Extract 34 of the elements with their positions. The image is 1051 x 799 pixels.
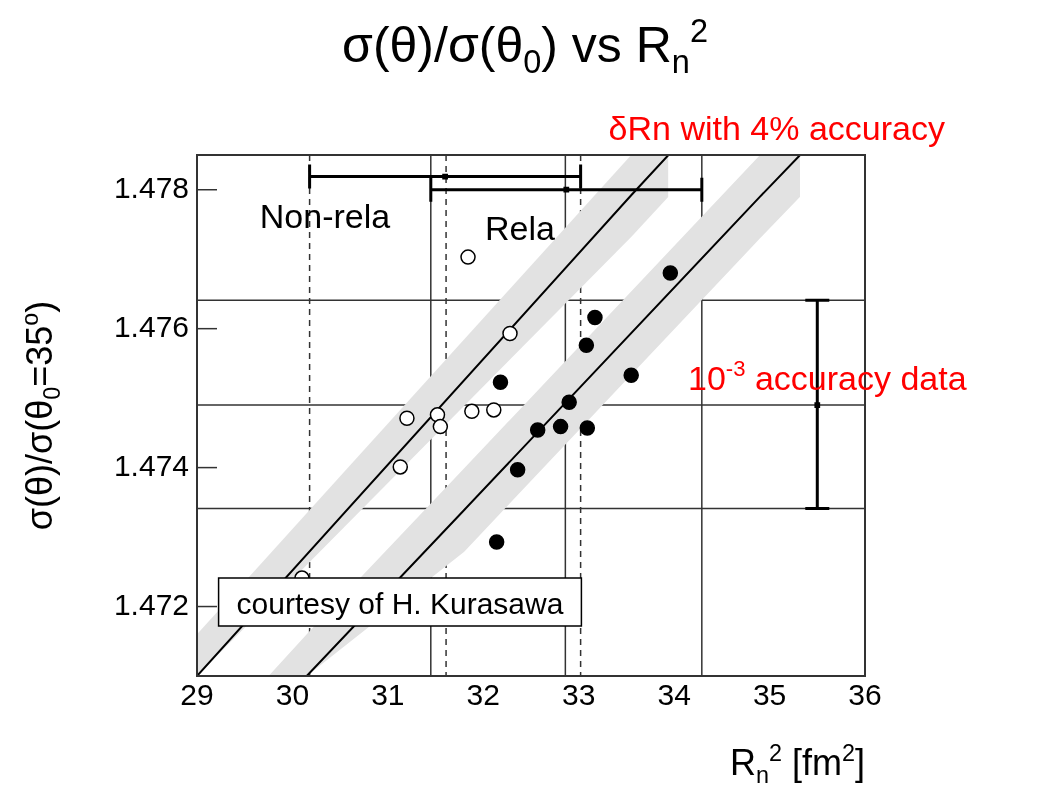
x-tick-label: 33 [562,678,596,712]
point [552,418,569,435]
point [662,265,679,281]
y-tick-label: 1.472 [113,587,189,621]
point [529,422,546,438]
y-axis-title: σ(θ)/σ(θ0=35o) [16,300,65,531]
point [399,410,415,427]
annotation: courtesy of H. Kurasawa [236,587,564,620]
y-tick-label: 1.474 [113,448,189,482]
point [587,309,603,326]
point [488,534,505,550]
point [579,420,596,436]
y-tick-label: 1.478 [113,171,189,204]
x-tick-label: 34 [657,678,691,712]
y-tick-label: 1.476 [113,309,189,343]
point [509,461,526,478]
x-tick-label: 36 [848,678,882,712]
x-tick-label: 32 [466,678,500,712]
point [460,249,476,265]
point [623,367,639,383]
point [432,418,449,435]
x-tick-label: 31 [371,678,405,712]
annotation: Rela [485,209,556,247]
point [392,459,409,475]
point [486,402,502,418]
text: δRn with 4% accuracy [608,109,946,147]
point [492,374,509,390]
point [561,394,577,411]
x-tick-label: 29 [180,678,214,712]
point [502,325,518,342]
annotation: Non-rela [259,197,391,235]
x-tick-label: 30 [275,678,310,712]
point [578,337,595,354]
x-tick-label: 35 [752,678,787,712]
